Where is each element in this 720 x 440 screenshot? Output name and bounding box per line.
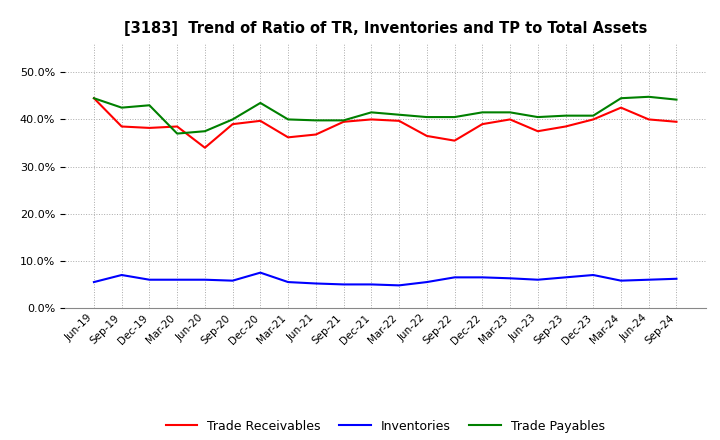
Trade Payables	[312, 118, 320, 123]
Trade Receivables	[672, 119, 681, 125]
Trade Payables	[228, 117, 237, 122]
Trade Payables	[423, 114, 431, 120]
Trade Receivables	[395, 118, 403, 124]
Inventories	[672, 276, 681, 282]
Trade Payables	[561, 113, 570, 118]
Trade Payables	[145, 103, 154, 108]
Inventories	[561, 275, 570, 280]
Trade Receivables	[312, 132, 320, 137]
Trade Payables	[534, 114, 542, 120]
Inventories	[395, 283, 403, 288]
Trade Receivables	[284, 135, 292, 140]
Trade Receivables	[201, 145, 210, 150]
Legend: Trade Receivables, Inventories, Trade Payables: Trade Receivables, Inventories, Trade Pa…	[161, 414, 610, 437]
Trade Receivables	[505, 117, 514, 122]
Trade Receivables	[228, 121, 237, 127]
Trade Receivables	[256, 118, 265, 124]
Trade Receivables	[644, 117, 653, 122]
Trade Payables	[117, 105, 126, 110]
Inventories	[145, 277, 154, 282]
Trade Receivables	[89, 95, 98, 101]
Inventories	[367, 282, 376, 287]
Trade Payables	[367, 110, 376, 115]
Inventories	[339, 282, 348, 287]
Trade Payables	[173, 131, 181, 136]
Inventories	[534, 277, 542, 282]
Trade Payables	[89, 95, 98, 101]
Trade Payables	[589, 113, 598, 118]
Trade Receivables	[478, 121, 487, 127]
Trade Receivables	[339, 119, 348, 125]
Trade Receivables	[367, 117, 376, 122]
Trade Receivables	[534, 128, 542, 134]
Trade Payables	[450, 114, 459, 120]
Trade Payables	[284, 117, 292, 122]
Inventories	[117, 272, 126, 278]
Trade Receivables	[589, 117, 598, 122]
Inventories	[256, 270, 265, 275]
Trade Payables	[395, 112, 403, 117]
Inventories	[644, 277, 653, 282]
Line: Trade Receivables: Trade Receivables	[94, 98, 677, 148]
Line: Inventories: Inventories	[94, 273, 677, 286]
Inventories	[228, 278, 237, 283]
Line: Trade Payables: Trade Payables	[94, 97, 677, 134]
Title: [3183]  Trend of Ratio of TR, Inventories and TP to Total Assets: [3183] Trend of Ratio of TR, Inventories…	[124, 21, 647, 36]
Inventories	[89, 279, 98, 285]
Inventories	[616, 278, 625, 283]
Inventories	[173, 277, 181, 282]
Trade Receivables	[450, 138, 459, 143]
Trade Payables	[616, 95, 625, 101]
Trade Receivables	[173, 124, 181, 129]
Inventories	[201, 277, 210, 282]
Inventories	[478, 275, 487, 280]
Trade Payables	[505, 110, 514, 115]
Trade Payables	[672, 97, 681, 102]
Inventories	[423, 279, 431, 285]
Trade Payables	[201, 128, 210, 134]
Trade Payables	[339, 118, 348, 123]
Trade Payables	[644, 94, 653, 99]
Inventories	[505, 275, 514, 281]
Inventories	[312, 281, 320, 286]
Trade Payables	[478, 110, 487, 115]
Trade Receivables	[117, 124, 126, 129]
Trade Receivables	[616, 105, 625, 110]
Inventories	[284, 279, 292, 285]
Trade Receivables	[423, 133, 431, 139]
Trade Receivables	[561, 124, 570, 129]
Trade Payables	[256, 100, 265, 106]
Trade Receivables	[145, 125, 154, 131]
Inventories	[589, 272, 598, 278]
Inventories	[450, 275, 459, 280]
